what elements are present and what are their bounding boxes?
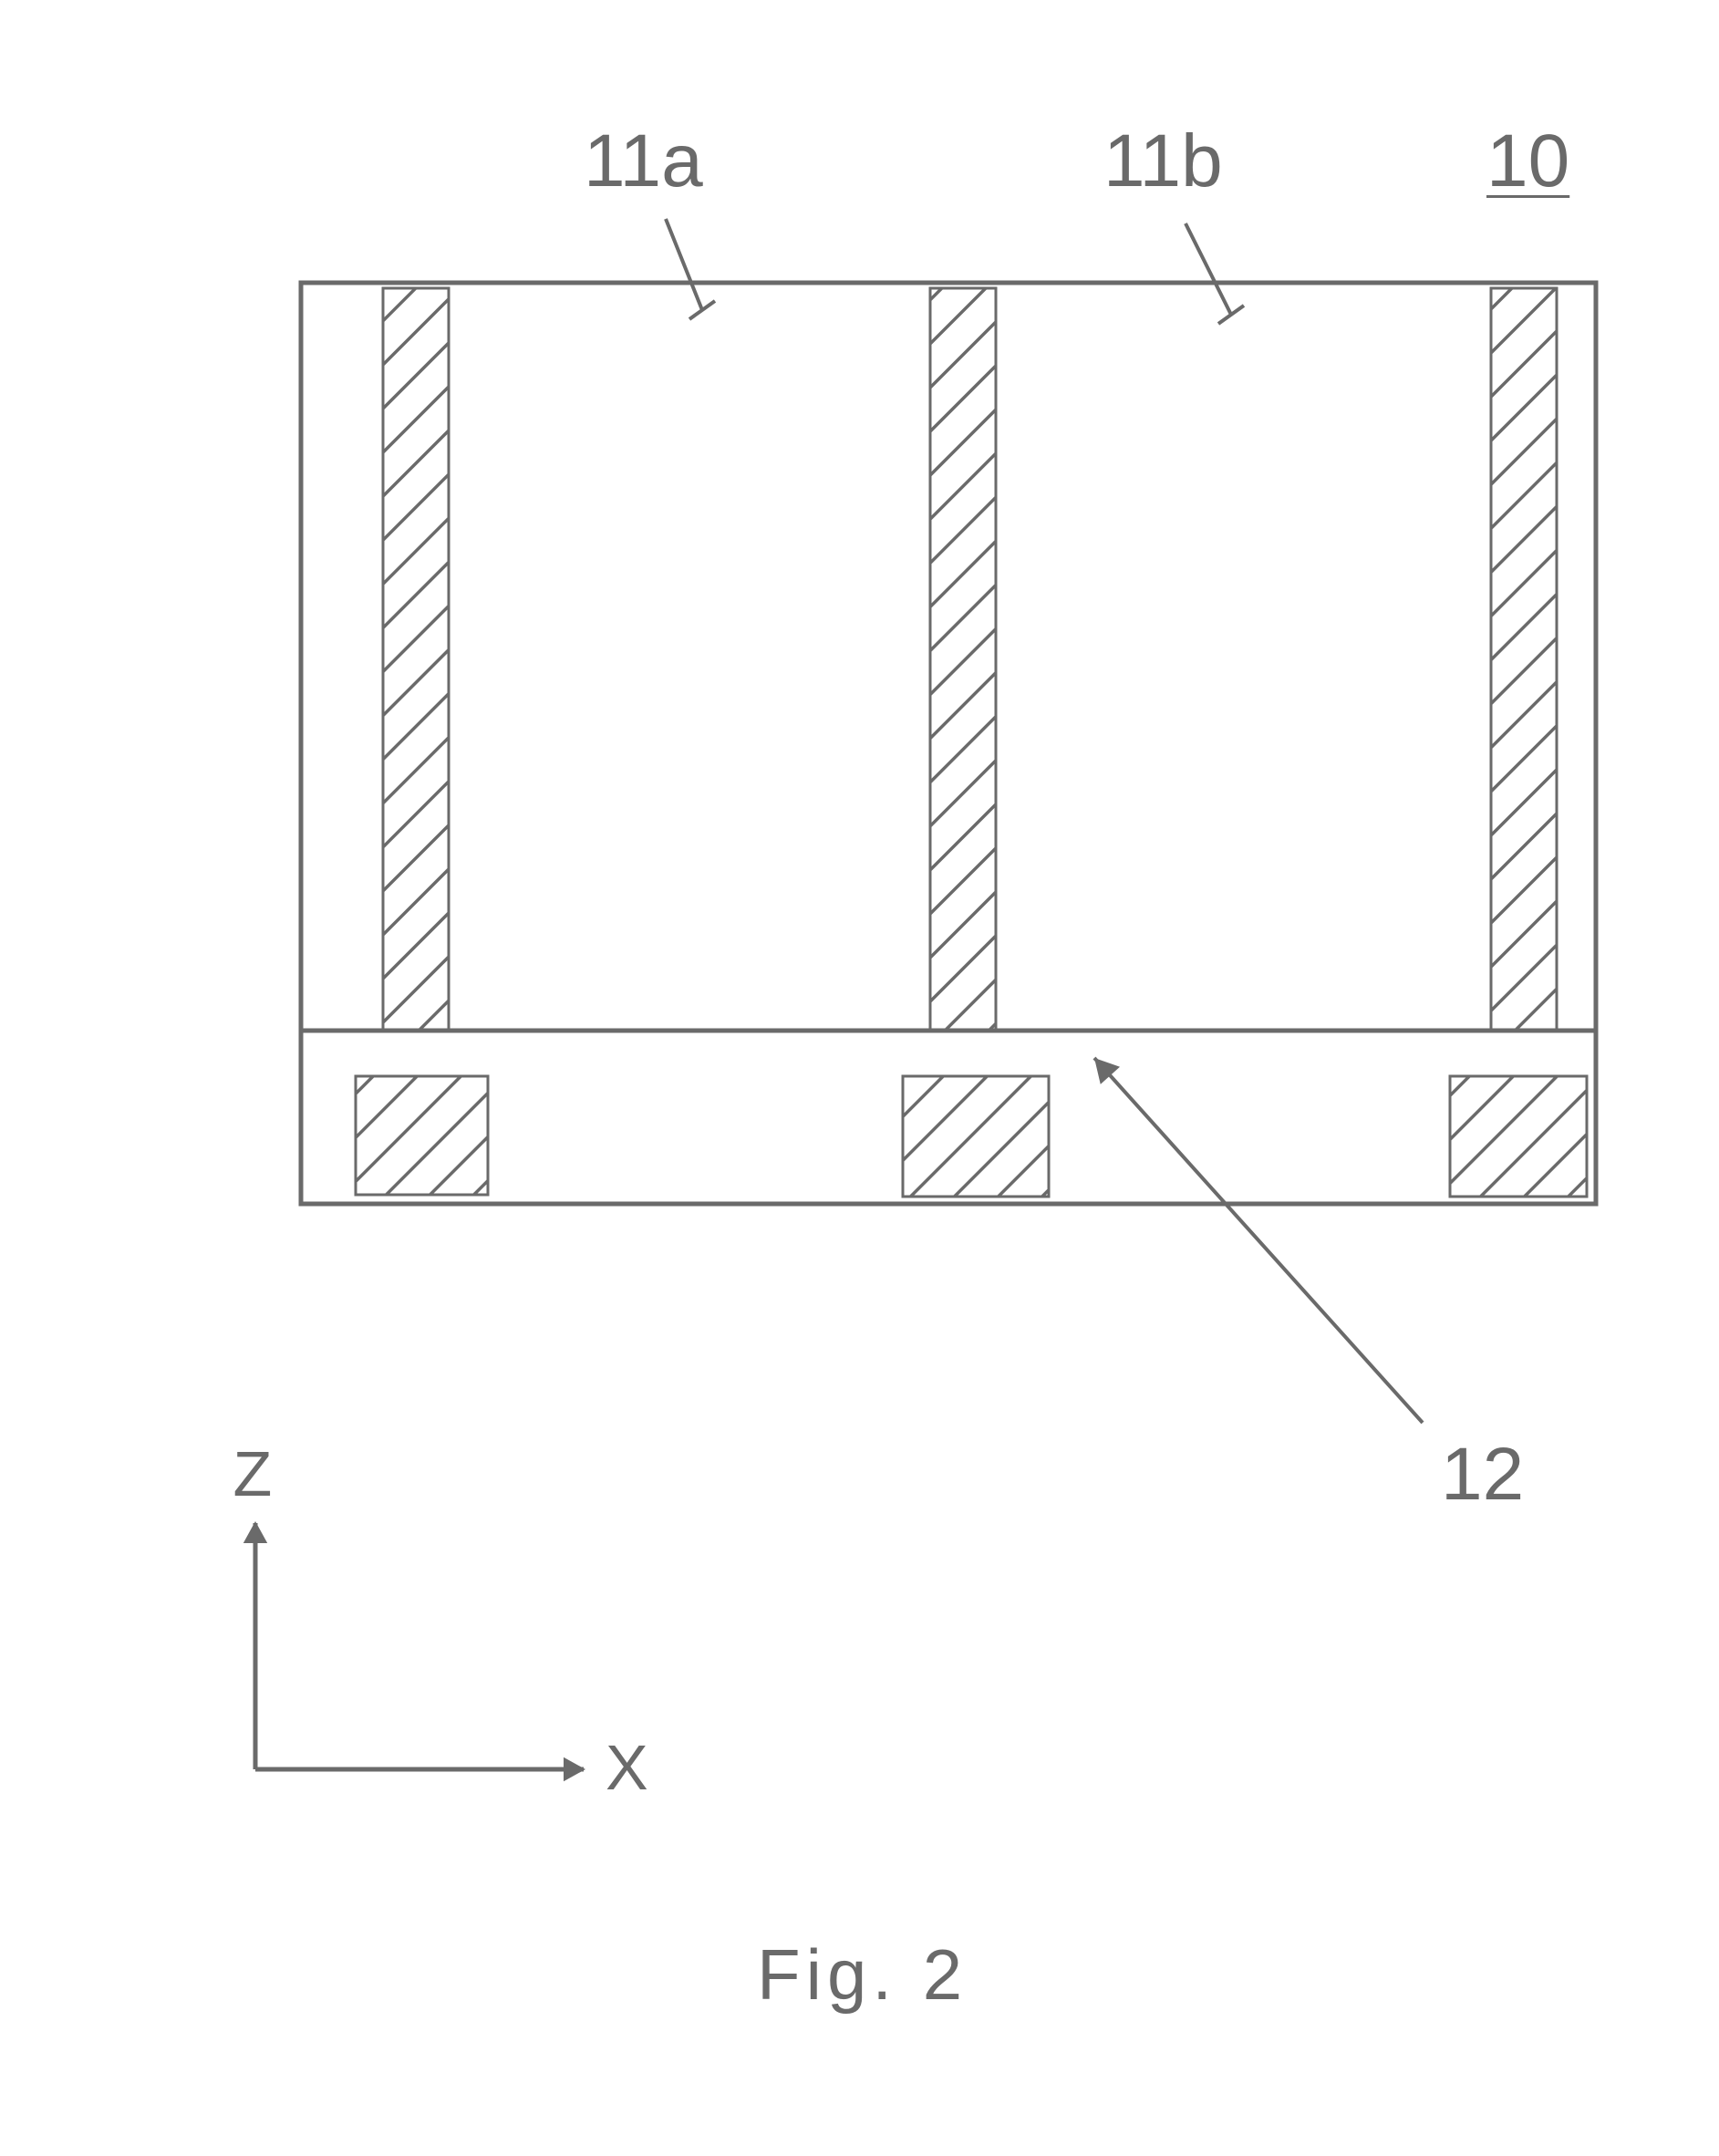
figure-caption: Fig. 2 [757,1933,968,2016]
axis-label-x: X [606,1731,648,1804]
vertical-slot-0 [383,288,449,1031]
label-11a: 11a [584,119,703,204]
vertical-slot-2 [1491,288,1557,1031]
label-12: 12 [1441,1432,1524,1518]
figure-canvas: 11a 11b 10 12 X Z Fig. 2 [0,0,1719,2156]
bottom-block-2 [1450,1076,1587,1197]
diagram-svg [0,0,1719,2156]
axis-label-z: Z [233,1437,273,1510]
bottom-block-0 [356,1076,488,1195]
vertical-slot-1 [930,288,996,1031]
bottom-block-1 [903,1076,1049,1197]
label-11b: 11b [1103,119,1223,204]
label-10: 10 [1486,119,1569,204]
